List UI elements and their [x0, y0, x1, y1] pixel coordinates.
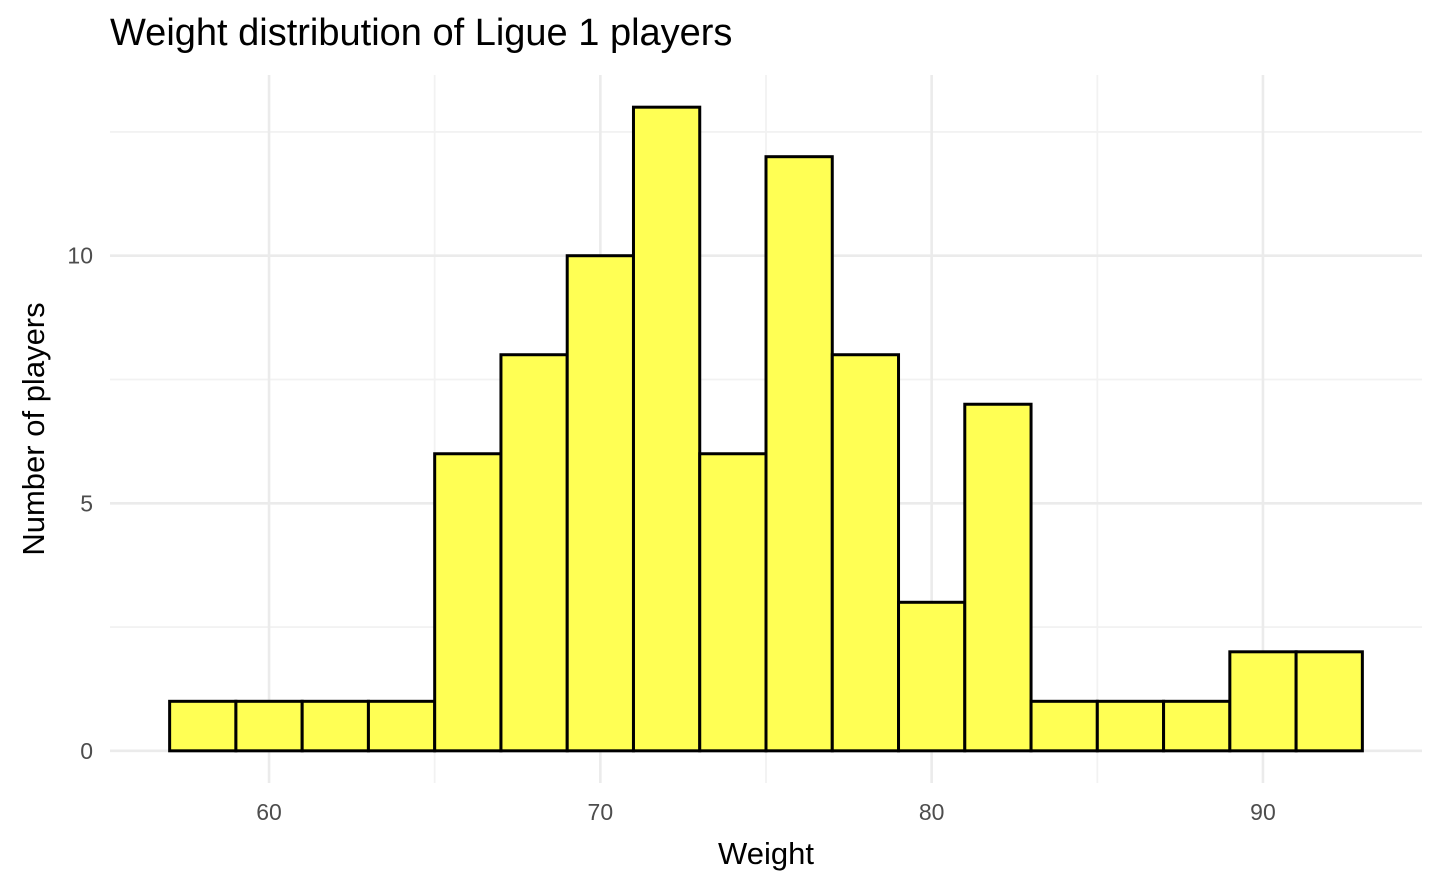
tick-labels: 60 70 80 90 0 5 10 [67, 243, 1275, 825]
histogram-bar [764, 155, 834, 753]
histogram-bar [963, 402, 1033, 753]
histogram-bar [168, 699, 238, 753]
histogram-bar [565, 254, 635, 753]
x-tick-label: 60 [256, 799, 282, 825]
histogram-bar [1294, 650, 1364, 753]
histogram-bar [897, 600, 967, 753]
histogram-bar [1029, 699, 1099, 753]
histogram-bar [499, 353, 569, 753]
x-tick-label: 90 [1250, 799, 1276, 825]
histogram-bar [366, 699, 437, 753]
x-tick-label: 80 [919, 799, 945, 825]
y-tick-label: 10 [67, 243, 93, 269]
x-axis-title: Weight [718, 836, 814, 871]
histogram-bar [300, 699, 370, 753]
y-axis-title: Number of players [16, 302, 51, 555]
histogram-bar [1162, 699, 1232, 753]
histogram-bar [698, 452, 768, 753]
histogram-bar [631, 105, 702, 753]
y-tick-label: 0 [80, 738, 93, 764]
histogram-bar [1228, 650, 1298, 753]
x-tick-label: 70 [588, 799, 614, 825]
histogram-bar [830, 353, 901, 753]
histogram-bar [433, 452, 503, 753]
y-tick-label: 5 [80, 490, 93, 516]
histogram-bars [168, 105, 1364, 753]
chart-title: Weight distribution of Ligue 1 players [110, 12, 733, 54]
histogram-bar [234, 699, 304, 753]
histogram-bar [1095, 699, 1166, 753]
